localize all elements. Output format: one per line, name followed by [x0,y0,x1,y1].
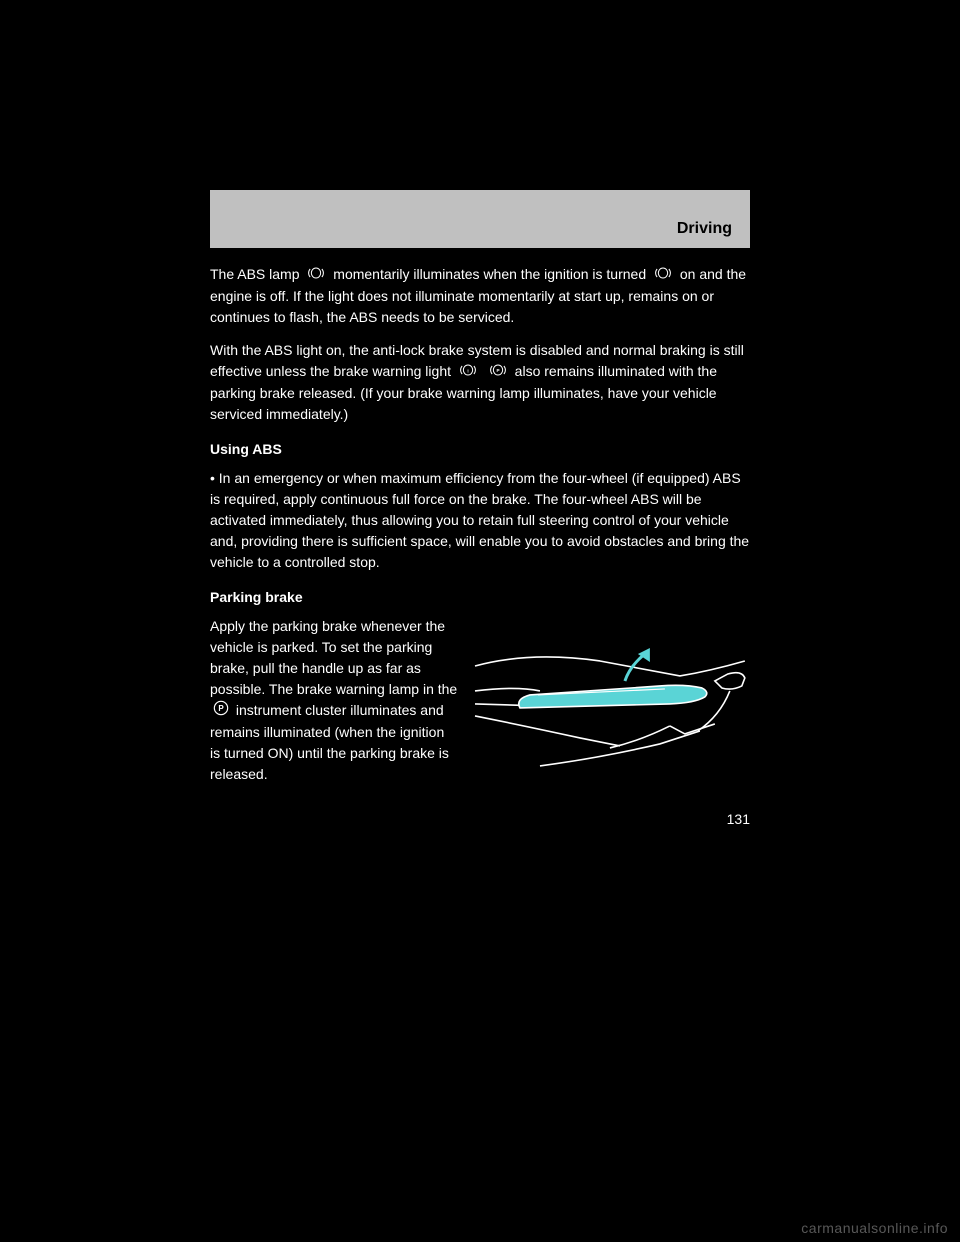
parking-brake-block: Apply the parking brake whenever the veh… [210,616,750,785]
handbrake-illustration [470,626,750,776]
section-header: Driving [210,190,750,248]
p-ring-icon: P [488,362,508,383]
page-body: The ABS lamp momentarily illuminates whe… [210,264,750,785]
parking-brake-text: Apply the parking brake whenever the veh… [210,616,458,785]
heading-parking-brake: Parking brake [210,587,750,608]
watermark: carmanualsonline.info [801,1220,948,1236]
svg-text:P: P [496,368,499,373]
abs-ring-icon [306,265,326,286]
text-segment: instrument cluster illuminates and remai… [210,702,449,782]
text-segment: The ABS lamp [210,266,300,282]
section-title: Driving [677,220,732,238]
page-number: 131 [727,811,750,827]
paragraph-abs-disabled: With the ABS light on, the anti-lock bra… [210,340,750,425]
text-segment: momentarily illuminates when the ignitio… [333,266,646,282]
heading-using-abs: Using ABS [210,439,750,460]
parking-brake-figure [470,616,750,785]
svg-text:P: P [218,704,224,713]
text-segment: Apply the parking brake whenever the veh… [210,618,457,697]
paragraph-abs-lamp: The ABS lamp momentarily illuminates whe… [210,264,750,328]
abs-ring-icon [653,265,673,286]
manual-page: Driving The ABS lamp momentarily illumin… [210,190,750,797]
svg-text:!: ! [467,368,469,373]
paragraph-using-abs: • In an emergency or when maximum effici… [210,468,750,573]
brake-ring-icon: ! [458,362,478,383]
p-circle-icon: P [213,700,229,722]
